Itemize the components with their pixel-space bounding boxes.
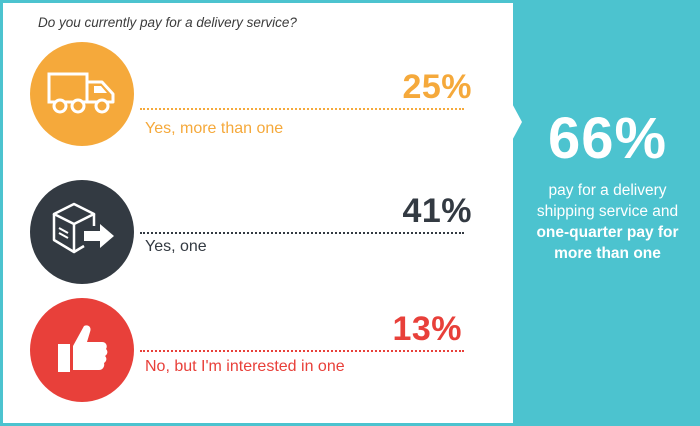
summary-text: pay for a delivery shipping service and …	[520, 180, 695, 264]
option-percent: 25%	[402, 68, 472, 106]
survey-question: Do you currently pay for a delivery serv…	[38, 15, 297, 30]
dotted-divider	[140, 232, 464, 234]
option-icon-circle	[30, 298, 134, 402]
summary-bold-line-1: one-quarter pay for	[536, 224, 679, 241]
dotted-divider	[140, 350, 464, 352]
summary-bold-line-2: more than one	[554, 245, 661, 262]
option-row-one: 41% Yes, one	[0, 180, 510, 290]
option-row-more-than-one: 25% Yes, more than one	[0, 38, 510, 148]
option-label: Yes, more than one	[145, 120, 284, 137]
panel-pointer-arrow	[508, 96, 522, 148]
option-label: No, but I'm interested in one	[145, 358, 345, 375]
option-icon-circle	[30, 42, 134, 146]
summary-percent: 66%	[547, 106, 668, 171]
delivery-truck-icon	[46, 66, 118, 123]
option-label: Yes, one	[145, 238, 207, 255]
thumbs-up-icon	[52, 318, 112, 383]
option-percent: 41%	[402, 192, 472, 230]
summary-line-1: pay for a delivery	[548, 182, 667, 199]
option-row-interested: 13% No, but I'm interested in one	[0, 296, 510, 406]
dotted-divider	[140, 108, 464, 110]
option-icon-circle	[30, 180, 134, 284]
summary-line-2: shipping service and	[536, 203, 679, 220]
package-box-icon	[46, 200, 118, 265]
option-percent: 13%	[392, 310, 462, 348]
